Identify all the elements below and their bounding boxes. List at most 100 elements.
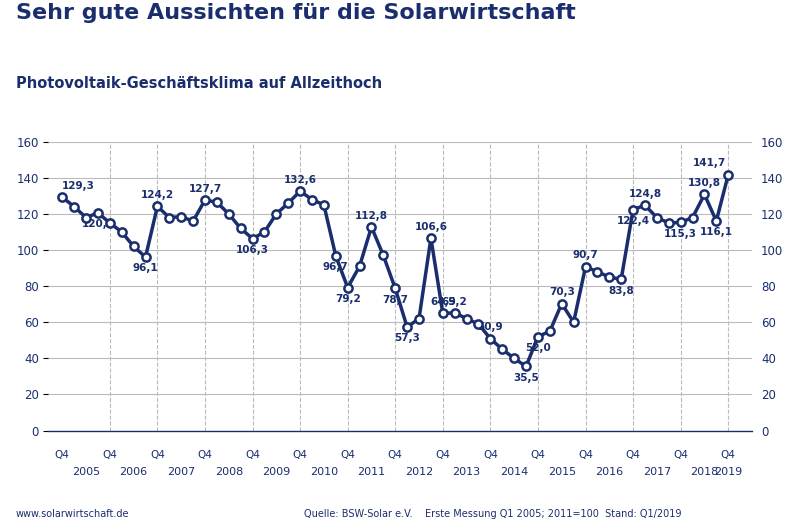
Point xyxy=(210,198,223,206)
Text: 90,7: 90,7 xyxy=(573,250,598,260)
Text: 2005: 2005 xyxy=(72,467,100,477)
Text: 2007: 2007 xyxy=(167,467,195,477)
Text: Q4: Q4 xyxy=(483,450,498,460)
Point xyxy=(222,209,235,218)
Point xyxy=(710,217,722,225)
Text: 2011: 2011 xyxy=(358,467,386,477)
Point xyxy=(282,199,294,207)
Text: 2015: 2015 xyxy=(548,467,576,477)
Text: 106,6: 106,6 xyxy=(414,222,447,232)
Point xyxy=(413,314,426,323)
Point xyxy=(520,362,533,371)
Text: Q4: Q4 xyxy=(530,450,546,460)
Text: 70,3: 70,3 xyxy=(549,287,574,297)
Text: 2006: 2006 xyxy=(119,467,148,477)
Point xyxy=(686,213,699,222)
Point xyxy=(531,332,544,341)
Point xyxy=(460,314,473,323)
Text: Q4: Q4 xyxy=(55,450,70,460)
Text: www.solarwirtschaft.de: www.solarwirtschaft.de xyxy=(16,509,130,519)
Text: Q4: Q4 xyxy=(388,450,402,460)
Text: 116,1: 116,1 xyxy=(700,227,733,237)
Point xyxy=(306,195,318,204)
Point xyxy=(448,309,461,317)
Text: 96,1: 96,1 xyxy=(133,264,158,274)
Text: 2009: 2009 xyxy=(262,467,290,477)
Text: 129,3: 129,3 xyxy=(62,181,95,191)
Text: 35,5: 35,5 xyxy=(513,373,539,383)
Text: Q4: Q4 xyxy=(150,450,165,460)
Point xyxy=(80,213,93,222)
Text: 132,6: 132,6 xyxy=(284,175,317,185)
Point xyxy=(246,235,259,243)
Text: Photovoltaik-Geschäftsklima auf Allzeithoch: Photovoltaik-Geschäftsklima auf Allzeith… xyxy=(16,76,382,91)
Text: Q4: Q4 xyxy=(721,450,736,460)
Point xyxy=(722,171,734,179)
Text: 96,7: 96,7 xyxy=(323,262,349,272)
Text: 83,8: 83,8 xyxy=(608,286,634,296)
Text: 79,2: 79,2 xyxy=(335,294,361,304)
Point xyxy=(591,268,604,276)
Text: Q4: Q4 xyxy=(626,450,641,460)
Text: 64,9: 64,9 xyxy=(430,297,456,307)
Point xyxy=(626,205,639,214)
Text: Q4: Q4 xyxy=(578,450,593,460)
Point xyxy=(698,190,711,198)
Point xyxy=(342,284,354,292)
Point xyxy=(294,187,306,195)
Point xyxy=(638,201,651,209)
Text: Q4: Q4 xyxy=(340,450,355,460)
Point xyxy=(318,201,330,209)
Text: Q4: Q4 xyxy=(435,450,450,460)
Text: Q4: Q4 xyxy=(245,450,260,460)
Text: 106,3: 106,3 xyxy=(236,245,269,255)
Text: 115,3: 115,3 xyxy=(664,229,697,239)
Text: 2019: 2019 xyxy=(714,467,742,477)
Point xyxy=(603,273,616,281)
Text: 122,4: 122,4 xyxy=(617,216,650,226)
Text: 57,3: 57,3 xyxy=(394,333,420,343)
Text: 2012: 2012 xyxy=(405,467,433,477)
Text: 141,7: 141,7 xyxy=(693,159,726,169)
Point xyxy=(234,224,247,233)
Point xyxy=(186,217,199,225)
Point xyxy=(56,193,69,202)
Point xyxy=(567,318,580,327)
Point xyxy=(377,251,390,260)
Point xyxy=(103,219,116,227)
Point xyxy=(650,213,663,222)
Point xyxy=(365,223,378,231)
Point xyxy=(174,213,187,221)
Text: Quelle: BSW-Solar e.V.    Erste Messung Q1 2005; 2011=100  Stand: Q1/2019: Quelle: BSW-Solar e.V. Erste Messung Q1 … xyxy=(304,509,682,519)
Point xyxy=(270,209,282,218)
Text: Q4: Q4 xyxy=(198,450,213,460)
Point xyxy=(127,242,140,250)
Point xyxy=(555,299,568,308)
Point xyxy=(437,309,450,318)
Text: 124,8: 124,8 xyxy=(629,189,662,199)
Point xyxy=(508,354,521,362)
Point xyxy=(496,345,509,353)
Text: 2013: 2013 xyxy=(453,467,481,477)
Point xyxy=(425,234,438,243)
Text: 130,8: 130,8 xyxy=(688,178,721,188)
Point xyxy=(198,196,211,204)
Text: 50,9: 50,9 xyxy=(478,322,503,332)
Text: 2018: 2018 xyxy=(690,467,718,477)
Text: 2014: 2014 xyxy=(500,467,528,477)
Point xyxy=(484,334,497,343)
Text: 120,6: 120,6 xyxy=(82,219,114,229)
Point xyxy=(472,320,485,328)
Text: 124,2: 124,2 xyxy=(141,190,174,200)
Point xyxy=(662,219,675,227)
Point xyxy=(151,202,164,211)
Point xyxy=(330,252,342,260)
Text: Q4: Q4 xyxy=(102,450,118,460)
Text: 65,2: 65,2 xyxy=(442,297,467,307)
Point xyxy=(139,253,152,261)
Point xyxy=(68,203,81,211)
Point xyxy=(579,262,592,271)
Point xyxy=(401,323,414,331)
Point xyxy=(91,208,104,217)
Text: Q4: Q4 xyxy=(293,450,307,460)
